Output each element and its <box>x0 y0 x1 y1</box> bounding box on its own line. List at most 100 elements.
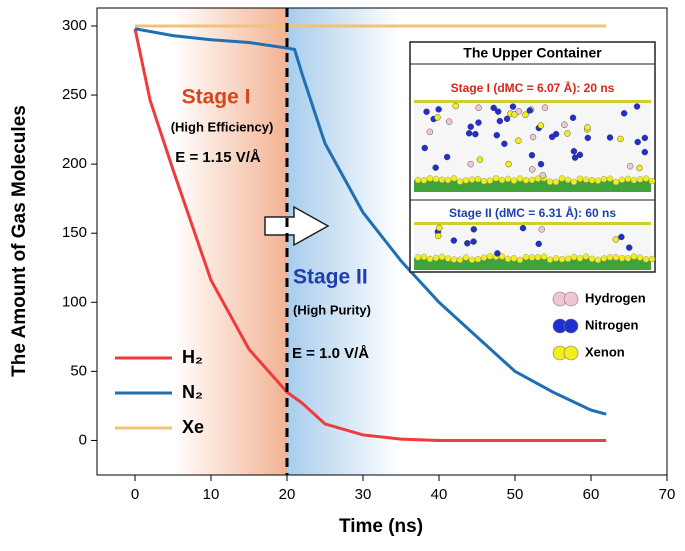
annotation: Stage II <box>293 266 368 289</box>
xenon-atom <box>630 253 638 260</box>
xenon-atom <box>456 256 464 263</box>
xenon-atom <box>594 256 602 264</box>
xenon-atom <box>648 255 656 263</box>
xenon-atom <box>630 176 638 184</box>
xenon-atom <box>540 253 548 260</box>
line <box>133 28 607 442</box>
xenon-atom <box>480 177 488 185</box>
gas-molecule <box>626 244 633 251</box>
annotation: Stage I <box>182 86 251 109</box>
gas-molecule <box>584 124 591 131</box>
xenon-atom <box>414 176 422 184</box>
gas-molecule <box>618 233 625 241</box>
xenon-atom <box>606 175 614 182</box>
xenon-atom <box>576 255 584 262</box>
xenon-atom <box>498 253 506 260</box>
gas-molecule <box>464 240 471 247</box>
xenon-atom <box>474 256 482 263</box>
xenon-atom <box>468 256 476 263</box>
xenon-atom <box>426 175 434 182</box>
gas-molecule <box>522 111 529 118</box>
gas-molecule <box>509 103 517 110</box>
xenon-atom <box>546 178 554 185</box>
x-tick-label: 70 <box>659 486 676 503</box>
gas-molecule <box>564 130 571 137</box>
molecule-label: Nitrogen <box>585 317 639 332</box>
gas-molecule <box>511 111 518 118</box>
xenon-atom <box>600 175 608 183</box>
molecule-icon <box>563 345 579 361</box>
gas-molecule <box>570 148 578 155</box>
xenon-atom <box>612 254 620 261</box>
xenon-atom <box>486 177 494 184</box>
gas-molecule <box>617 135 624 143</box>
gas-molecule <box>496 117 504 125</box>
xenon-atom <box>594 177 602 184</box>
xenon-atom <box>612 178 620 186</box>
xenon-atom <box>462 254 470 261</box>
line <box>134 27 607 416</box>
gas-molecule <box>503 115 511 123</box>
gas-molecule <box>535 240 542 248</box>
gas-molecule <box>569 114 577 122</box>
gas-molecule <box>633 103 641 110</box>
x-tick-label: 60 <box>583 486 600 503</box>
xenon-atom <box>582 253 590 260</box>
annotation: (High Purity) <box>293 302 371 317</box>
gas-molecule <box>452 102 459 110</box>
gas-molecule <box>475 104 482 111</box>
xenon-atom <box>558 255 566 263</box>
x-tick-label: 20 <box>279 486 296 503</box>
gas-molecule <box>548 133 556 141</box>
gas-molecule <box>467 160 474 168</box>
xenon-atom <box>576 175 584 182</box>
gas-molecule <box>641 148 649 156</box>
gas-molecule <box>537 122 545 129</box>
xenon-atom <box>618 255 626 262</box>
xenon-atom <box>462 177 470 184</box>
arrow <box>264 205 330 247</box>
xenon-atom <box>432 254 440 262</box>
gas-molecule <box>576 151 584 159</box>
gas-molecule <box>421 144 428 152</box>
gas-molecule <box>539 172 547 179</box>
xenon-atom <box>480 254 488 261</box>
gas-molecule <box>494 250 501 257</box>
gas-molecule <box>465 130 473 137</box>
xenon-atom <box>498 176 506 184</box>
legend-label: N₂ <box>182 382 203 402</box>
x-tick-label: 0 <box>131 486 139 503</box>
gas-molecule <box>515 108 523 115</box>
y-tick-label: 200 <box>62 155 87 172</box>
gas-molecule <box>435 106 442 113</box>
gas-molecule <box>470 238 477 245</box>
x-tick-label: 40 <box>431 486 448 503</box>
xenon-atom <box>528 254 536 261</box>
gas-molecule <box>612 236 620 243</box>
gas-molecule <box>475 119 482 126</box>
molecule-label: Hydrogen <box>585 290 646 305</box>
gas-molecule <box>470 226 478 233</box>
xenon-atom <box>528 176 536 184</box>
y-tick-label: 50 <box>70 362 87 379</box>
xenon-atom <box>564 255 572 263</box>
y-tick-label: 300 <box>62 17 87 34</box>
xenon-atom <box>414 254 422 261</box>
xenon-atom <box>504 255 512 263</box>
xenon-atom <box>642 175 650 182</box>
xenon-atom <box>444 255 452 262</box>
gas-molecule <box>476 156 484 163</box>
gas-molecule <box>435 232 442 240</box>
electrode <box>414 100 651 103</box>
xenon-atom <box>636 254 644 261</box>
x-tick-label: 50 <box>507 486 524 503</box>
gas-molecule <box>538 226 545 233</box>
gas-molecule <box>571 154 579 161</box>
xenon-atom <box>492 175 500 182</box>
xenon-atom <box>450 175 458 182</box>
gas-molecule <box>528 151 536 159</box>
gas-molecule <box>434 114 441 121</box>
legend-label: Xe <box>182 417 204 437</box>
annotation: (High Efficiency) <box>171 119 274 134</box>
